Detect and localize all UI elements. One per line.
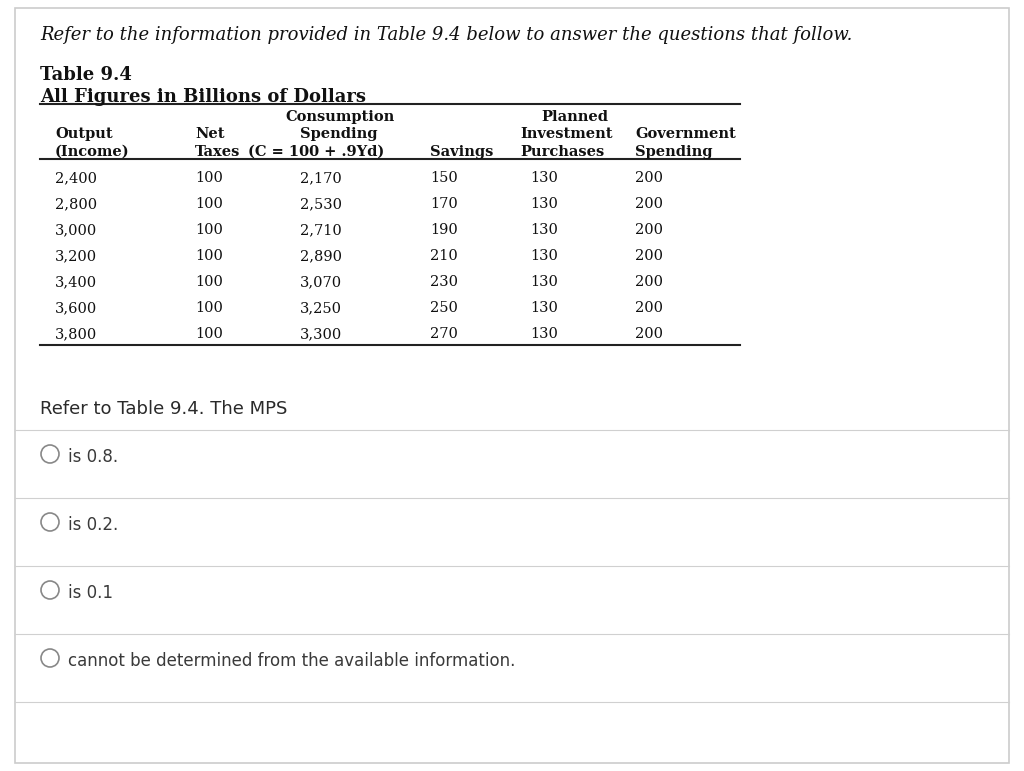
Text: 100: 100 bbox=[195, 275, 223, 289]
Text: Output: Output bbox=[55, 127, 113, 141]
Text: 210: 210 bbox=[430, 249, 458, 263]
Text: Table 9.4: Table 9.4 bbox=[40, 66, 132, 84]
Text: 200: 200 bbox=[635, 249, 663, 263]
Text: Investment: Investment bbox=[520, 127, 612, 141]
Text: 130: 130 bbox=[530, 249, 558, 263]
Text: Taxes: Taxes bbox=[195, 145, 241, 159]
Text: 200: 200 bbox=[635, 171, 663, 185]
Text: Planned: Planned bbox=[542, 110, 608, 124]
Text: 100: 100 bbox=[195, 301, 223, 315]
Text: 200: 200 bbox=[635, 275, 663, 289]
Text: 200: 200 bbox=[635, 197, 663, 211]
Text: Consumption: Consumption bbox=[286, 110, 394, 124]
Text: 200: 200 bbox=[635, 223, 663, 237]
Text: (Income): (Income) bbox=[55, 145, 130, 159]
Text: Spending: Spending bbox=[635, 145, 713, 159]
Text: cannot be determined from the available information.: cannot be determined from the available … bbox=[68, 652, 515, 670]
Text: 170: 170 bbox=[430, 197, 458, 211]
Text: 3,300: 3,300 bbox=[300, 327, 342, 341]
Text: 130: 130 bbox=[530, 275, 558, 289]
Text: 130: 130 bbox=[530, 197, 558, 211]
Text: 3,600: 3,600 bbox=[55, 301, 97, 315]
Text: is 0.1: is 0.1 bbox=[68, 584, 113, 602]
Text: Refer to the information provided in Table 9.4 below to answer the questions tha: Refer to the information provided in Tab… bbox=[40, 26, 852, 44]
Text: 230: 230 bbox=[430, 275, 458, 289]
Text: All Figures in Billions of Dollars: All Figures in Billions of Dollars bbox=[40, 88, 366, 106]
Text: 2,710: 2,710 bbox=[300, 223, 342, 237]
Text: 130: 130 bbox=[530, 223, 558, 237]
Text: 100: 100 bbox=[195, 197, 223, 211]
Text: 130: 130 bbox=[530, 171, 558, 185]
Text: 130: 130 bbox=[530, 301, 558, 315]
Text: 190: 190 bbox=[430, 223, 458, 237]
Text: Refer to Table 9.4. The MPS: Refer to Table 9.4. The MPS bbox=[40, 400, 288, 418]
Text: 2,800: 2,800 bbox=[55, 197, 97, 211]
Text: 3,250: 3,250 bbox=[300, 301, 342, 315]
Text: 2,400: 2,400 bbox=[55, 171, 97, 185]
Text: 3,800: 3,800 bbox=[55, 327, 97, 341]
Text: 270: 270 bbox=[430, 327, 458, 341]
Text: Purchases: Purchases bbox=[520, 145, 604, 159]
Text: 3,200: 3,200 bbox=[55, 249, 97, 263]
Text: 200: 200 bbox=[635, 327, 663, 341]
Text: 2,170: 2,170 bbox=[300, 171, 342, 185]
Text: 100: 100 bbox=[195, 249, 223, 263]
Text: 3,000: 3,000 bbox=[55, 223, 97, 237]
Text: 150: 150 bbox=[430, 171, 458, 185]
Text: 2,530: 2,530 bbox=[300, 197, 342, 211]
Text: 250: 250 bbox=[430, 301, 458, 315]
Text: Government: Government bbox=[635, 127, 736, 141]
Text: is 0.2.: is 0.2. bbox=[68, 516, 118, 534]
Text: is 0.8.: is 0.8. bbox=[68, 448, 118, 466]
Text: 100: 100 bbox=[195, 171, 223, 185]
Text: Savings: Savings bbox=[430, 145, 494, 159]
Text: 200: 200 bbox=[635, 301, 663, 315]
Text: 2,890: 2,890 bbox=[300, 249, 342, 263]
Text: 3,400: 3,400 bbox=[55, 275, 97, 289]
Text: (C = 100 + .9Yd): (C = 100 + .9Yd) bbox=[248, 145, 384, 159]
Text: 100: 100 bbox=[195, 327, 223, 341]
Text: 3,070: 3,070 bbox=[300, 275, 342, 289]
Text: Spending: Spending bbox=[300, 127, 378, 141]
Text: Net: Net bbox=[195, 127, 224, 141]
Text: 130: 130 bbox=[530, 327, 558, 341]
Text: 100: 100 bbox=[195, 223, 223, 237]
